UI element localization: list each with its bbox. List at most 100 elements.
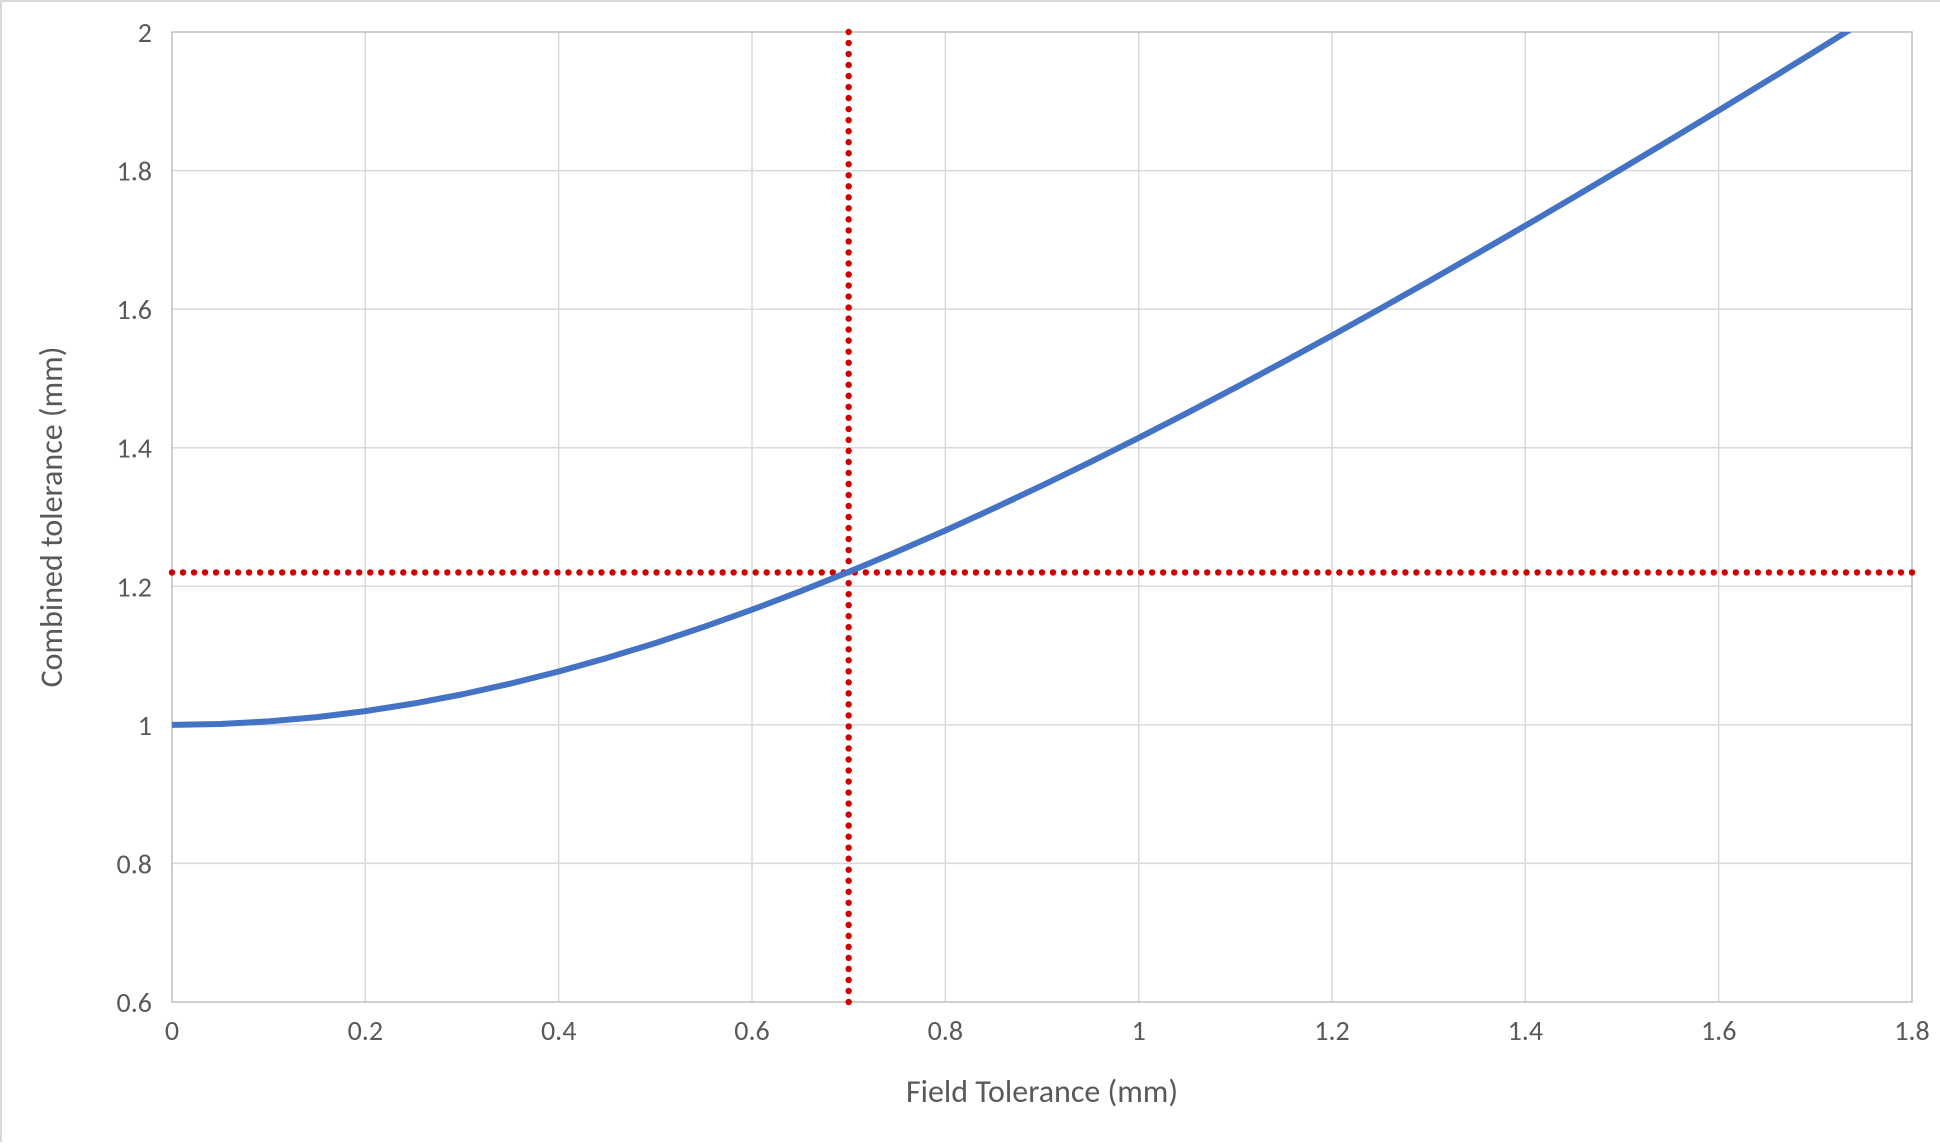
reference-line-horizontal-dot: [1347, 569, 1353, 575]
reference-line-horizontal-dot: [1171, 569, 1177, 575]
reference-line-horizontal-dot: [1810, 569, 1816, 575]
reference-line-vertical-dot: [845, 547, 851, 553]
reference-line-horizontal-dot: [1512, 569, 1518, 575]
x-tick-label: 1.2: [1314, 1013, 1349, 1048]
reference-line-horizontal-dot: [334, 569, 340, 575]
reference-line-vertical-dot: [845, 613, 851, 619]
reference-line-horizontal-dot: [1556, 569, 1562, 575]
reference-line-vertical-dot: [845, 271, 851, 277]
reference-line-horizontal-dot: [1050, 569, 1056, 575]
reference-line-horizontal-dot: [1094, 569, 1100, 575]
plot-background: [172, 32, 1912, 1002]
reference-line-horizontal-dot: [1501, 569, 1507, 575]
x-tick-label: 0.4: [541, 1013, 576, 1048]
reference-line-vertical-dot: [845, 514, 851, 520]
reference-line-vertical-dot: [845, 326, 851, 332]
reference-line-horizontal-dot: [1909, 569, 1915, 575]
reference-line-vertical-dot: [845, 415, 851, 421]
reference-line-horizontal-dot: [345, 569, 351, 575]
reference-line-horizontal-dot: [664, 569, 670, 575]
reference-line-horizontal-dot: [642, 569, 648, 575]
reference-line-horizontal-dot: [1523, 569, 1529, 575]
x-tick-label: 0.2: [348, 1013, 383, 1048]
reference-line-horizontal-dot: [180, 569, 186, 575]
reference-line-vertical-dot: [845, 470, 851, 476]
reference-line-vertical-dot: [845, 922, 851, 928]
reference-line-horizontal-dot: [1711, 569, 1717, 575]
reference-line-horizontal-dot: [499, 569, 505, 575]
reference-line-horizontal-dot: [1578, 569, 1584, 575]
reference-line-vertical-dot: [845, 293, 851, 299]
x-tick-label: 1.4: [1508, 1013, 1543, 1048]
reference-line-horizontal-dot: [1325, 569, 1331, 575]
reference-line-horizontal-dot: [1028, 569, 1034, 575]
reference-line-vertical-dot: [845, 150, 851, 156]
reference-line-horizontal-dot: [907, 569, 913, 575]
x-tick-label: 1.6: [1701, 1013, 1736, 1048]
reference-line-vertical-dot: [845, 227, 851, 233]
reference-line-horizontal-dot: [697, 569, 703, 575]
reference-line-vertical-dot: [845, 238, 851, 244]
reference-line-horizontal-dot: [1622, 569, 1628, 575]
reference-line-horizontal-dot: [1821, 569, 1827, 575]
reference-line-horizontal-dot: [1799, 569, 1805, 575]
reference-line-horizontal-dot: [1006, 569, 1012, 575]
reference-line-horizontal-dot: [1744, 569, 1750, 575]
reference-line-horizontal-dot: [444, 569, 450, 575]
reference-line-horizontal-dot: [1314, 569, 1320, 575]
reference-line-horizontal-dot: [1281, 569, 1287, 575]
reference-line-vertical-dot: [845, 393, 851, 399]
reference-line-vertical-dot: [845, 800, 851, 806]
reference-line-vertical-dot: [845, 778, 851, 784]
reference-line-horizontal-dot: [686, 569, 692, 575]
reference-line-vertical-dot: [845, 437, 851, 443]
reference-line-horizontal-dot: [951, 569, 957, 575]
reference-line-horizontal-dot: [962, 569, 968, 575]
reference-line-horizontal-dot: [1832, 569, 1838, 575]
reference-line-horizontal-dot: [973, 569, 979, 575]
reference-line-horizontal-dot: [1149, 569, 1155, 575]
reference-line-vertical-dot: [845, 404, 851, 410]
reference-line-horizontal-dot: [312, 569, 318, 575]
reference-line-vertical-dot: [845, 889, 851, 895]
reference-line-horizontal-dot: [1898, 569, 1904, 575]
reference-line-horizontal-dot: [808, 569, 814, 575]
reference-line-horizontal-dot: [631, 569, 637, 575]
reference-line-vertical-dot: [845, 690, 851, 696]
reference-line-vertical-dot: [845, 767, 851, 773]
reference-line-horizontal-dot: [1380, 569, 1386, 575]
reference-line-horizontal-dot: [1766, 569, 1772, 575]
reference-line-vertical-dot: [845, 701, 851, 707]
reference-line-vertical-dot: [845, 426, 851, 432]
reference-line-horizontal-dot: [1457, 569, 1463, 575]
reference-line-vertical-dot: [845, 933, 851, 939]
reference-line-vertical-dot: [845, 62, 851, 68]
reference-line-horizontal-dot: [1678, 569, 1684, 575]
reference-line-horizontal-dot: [1358, 569, 1364, 575]
reference-line-vertical-dot: [845, 756, 851, 762]
reference-line-vertical-dot: [845, 558, 851, 564]
reference-line-horizontal-dot: [1887, 569, 1893, 575]
reference-line-horizontal-dot: [1204, 569, 1210, 575]
reference-line-vertical-dot: [845, 679, 851, 685]
reference-line-horizontal-dot: [1589, 569, 1595, 575]
y-tick-label: 0.8: [117, 846, 152, 881]
reference-line-horizontal-dot: [1182, 569, 1188, 575]
reference-line-horizontal-dot: [290, 569, 296, 575]
reference-line-vertical-dot: [845, 635, 851, 641]
reference-line-horizontal-dot: [774, 569, 780, 575]
reference-line-horizontal-dot: [1039, 569, 1045, 575]
reference-line-horizontal-dot: [1865, 569, 1871, 575]
reference-line-vertical-dot: [845, 944, 851, 950]
reference-line-horizontal-dot: [609, 569, 615, 575]
reference-line-vertical-dot: [845, 459, 851, 465]
reference-line-horizontal-dot: [1876, 569, 1882, 575]
reference-line-vertical-dot: [845, 867, 851, 873]
reference-line-horizontal-dot: [587, 569, 593, 575]
reference-line-vertical-dot: [845, 745, 851, 751]
reference-line-horizontal-dot: [1259, 569, 1265, 575]
reference-line-horizontal-dot: [1138, 569, 1144, 575]
reference-line-horizontal-dot: [1854, 569, 1860, 575]
reference-line-horizontal-dot: [169, 569, 175, 575]
reference-line-horizontal-dot: [1567, 569, 1573, 575]
